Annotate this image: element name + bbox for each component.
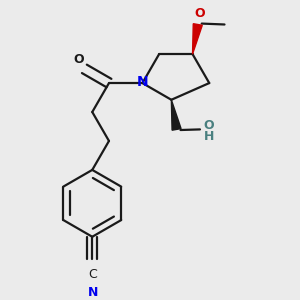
Text: N: N	[88, 286, 98, 299]
Polygon shape	[171, 100, 181, 130]
Text: C: C	[88, 268, 97, 281]
Text: O: O	[73, 53, 84, 66]
Polygon shape	[193, 24, 202, 54]
Text: O: O	[194, 7, 205, 20]
Text: H: H	[204, 130, 214, 142]
Text: N: N	[136, 74, 148, 88]
Text: O: O	[203, 119, 214, 132]
